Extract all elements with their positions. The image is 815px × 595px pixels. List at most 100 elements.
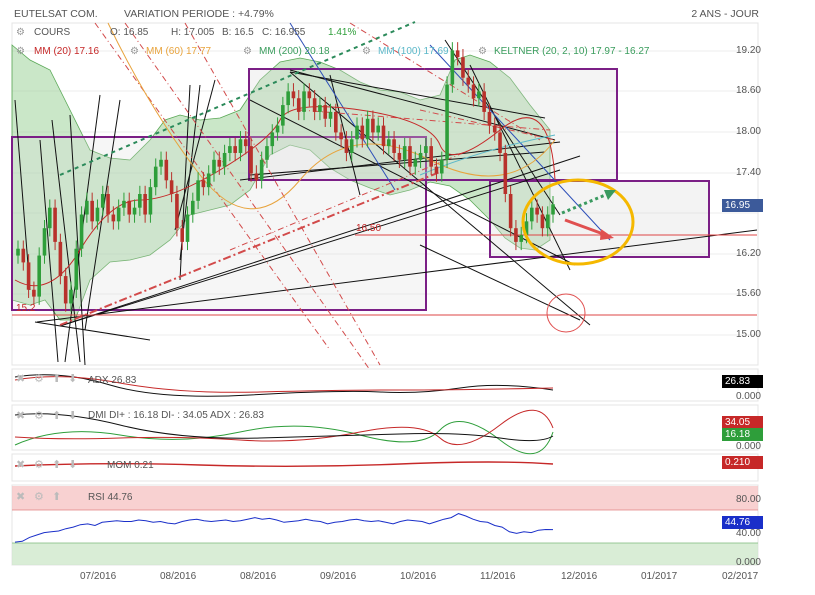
candle-body xyxy=(328,111,333,119)
candle-body xyxy=(281,105,285,126)
arrow-down-icon[interactable]: ⬇ xyxy=(68,458,78,471)
candle-body xyxy=(169,180,174,194)
adx-line xyxy=(14,374,554,397)
candle-body xyxy=(402,146,407,160)
candle-body xyxy=(524,221,529,236)
x-tick: 09/2016 xyxy=(320,571,357,582)
mm60-gear-icon[interactable]: ⚙ xyxy=(130,46,139,57)
candle-body xyxy=(90,200,94,222)
x-tick: 10/2016 xyxy=(400,571,437,582)
candle-body xyxy=(455,50,460,58)
candle-body xyxy=(249,146,253,174)
adx-label: ADX 26.83 xyxy=(88,375,137,386)
close-icon[interactable]: ✖ xyxy=(16,458,26,471)
close-icon[interactable]: ✖ xyxy=(16,372,26,385)
adx-red-line xyxy=(14,376,554,393)
mm100-gear-icon[interactable]: ⚙ xyxy=(362,46,371,57)
candle-body xyxy=(439,159,444,174)
arrow-down-icon[interactable]: ⬇ xyxy=(68,409,78,422)
close-icon[interactable]: ✖ xyxy=(16,409,26,422)
candle-body xyxy=(424,146,428,153)
dmi-label: DMI DI+ : 16.18 DI- : 34.05 ADX : 26.83 xyxy=(88,410,264,421)
settings-icon[interactable]: ⚙ xyxy=(34,409,44,422)
mm20-gear-icon[interactable]: ⚙ xyxy=(16,46,25,57)
arrow-up-icon[interactable]: ⬆ xyxy=(52,372,62,385)
red-dashed-lines xyxy=(94,22,556,371)
candle-body xyxy=(148,187,153,215)
variation-label: VARIATION PERIODE : +4.79% xyxy=(124,8,274,20)
rsi-oversold-zone xyxy=(12,543,758,565)
candle-body xyxy=(545,214,550,229)
trend-lines xyxy=(14,39,758,366)
dmi-zero-tick: 0.000 xyxy=(735,441,761,452)
period-label: 2 ANS - JOUR xyxy=(691,8,759,20)
settings-icon[interactable]: ⚙ xyxy=(34,372,44,385)
candle-body xyxy=(286,91,290,106)
candle-body xyxy=(318,105,322,112)
symbol-title: EUTELSAT COM. xyxy=(14,8,98,20)
level-1650-label: 16.50 xyxy=(356,223,382,234)
candle-body xyxy=(270,132,275,147)
close-icon[interactable]: ✖ xyxy=(16,490,26,503)
candle-body xyxy=(37,255,41,297)
candle-body xyxy=(392,139,396,153)
mm60-line xyxy=(107,22,556,210)
candle-body xyxy=(508,194,513,229)
candle-body xyxy=(339,132,343,140)
candle-body xyxy=(397,152,402,160)
mm20-label: MM (20) 17.16 xyxy=(34,46,100,57)
candle-body xyxy=(26,262,31,290)
y-tick: 19.20 xyxy=(735,45,761,56)
candle-body xyxy=(191,200,195,215)
candle-body xyxy=(127,200,132,215)
candle-body xyxy=(477,91,481,99)
cours-label: COURS xyxy=(34,27,71,38)
candle-body xyxy=(450,50,455,85)
red-dashdot-support xyxy=(59,169,446,326)
open-value: O: 16.85 xyxy=(110,27,149,38)
bearish-arrow xyxy=(564,218,607,237)
mm200-gear-icon[interactable]: ⚙ xyxy=(243,46,252,57)
candle-body xyxy=(344,139,349,153)
candle-body xyxy=(238,139,243,153)
candle-body xyxy=(291,91,296,99)
candle-body xyxy=(371,118,375,133)
arrow-up-icon[interactable]: ⬆ xyxy=(52,490,62,503)
settings-icon[interactable]: ⚙ xyxy=(34,490,44,503)
candle-body xyxy=(74,248,79,290)
candle-body xyxy=(265,146,269,160)
candle-body xyxy=(42,228,47,256)
candle-body xyxy=(487,111,492,126)
keltner-gear-icon[interactable]: ⚙ xyxy=(478,46,487,57)
bullish-arrow xyxy=(561,191,611,215)
candle-body xyxy=(519,235,524,242)
candle-body xyxy=(106,194,110,215)
candle-body xyxy=(79,214,84,249)
candle-body xyxy=(376,125,380,133)
arrow-down-icon[interactable]: ⬇ xyxy=(68,372,78,385)
candle-body xyxy=(360,125,365,140)
arrow-up-icon[interactable]: ⬆ xyxy=(52,409,62,422)
candle-body xyxy=(243,139,248,147)
gear-icon[interactable]: ⚙ xyxy=(16,27,25,38)
x-tick: 07/2016 xyxy=(80,571,117,582)
y-tick: 15.60 xyxy=(735,288,761,299)
high-value: H: 17.005 xyxy=(171,27,215,38)
candle-body xyxy=(228,146,232,153)
last-price-badge: 16.95 xyxy=(722,199,763,212)
candle-body xyxy=(349,139,354,153)
rsi-40-tick: 40.00 xyxy=(735,528,761,539)
candle-body xyxy=(111,214,116,222)
adx-zero-tick: 0.000 xyxy=(735,391,761,402)
arrow-up-icon[interactable]: ⬆ xyxy=(52,458,62,471)
candle-body xyxy=(386,139,391,147)
candle-body xyxy=(122,200,126,208)
candle-body xyxy=(503,152,508,194)
settings-icon[interactable]: ⚙ xyxy=(34,458,44,471)
mm100-line xyxy=(419,134,556,176)
highlight-ellipse xyxy=(521,178,635,266)
candle-body xyxy=(116,207,121,222)
x-tick: 01/2017 xyxy=(641,571,678,582)
bearish-arrowhead xyxy=(600,229,614,240)
candle-body xyxy=(307,91,312,99)
